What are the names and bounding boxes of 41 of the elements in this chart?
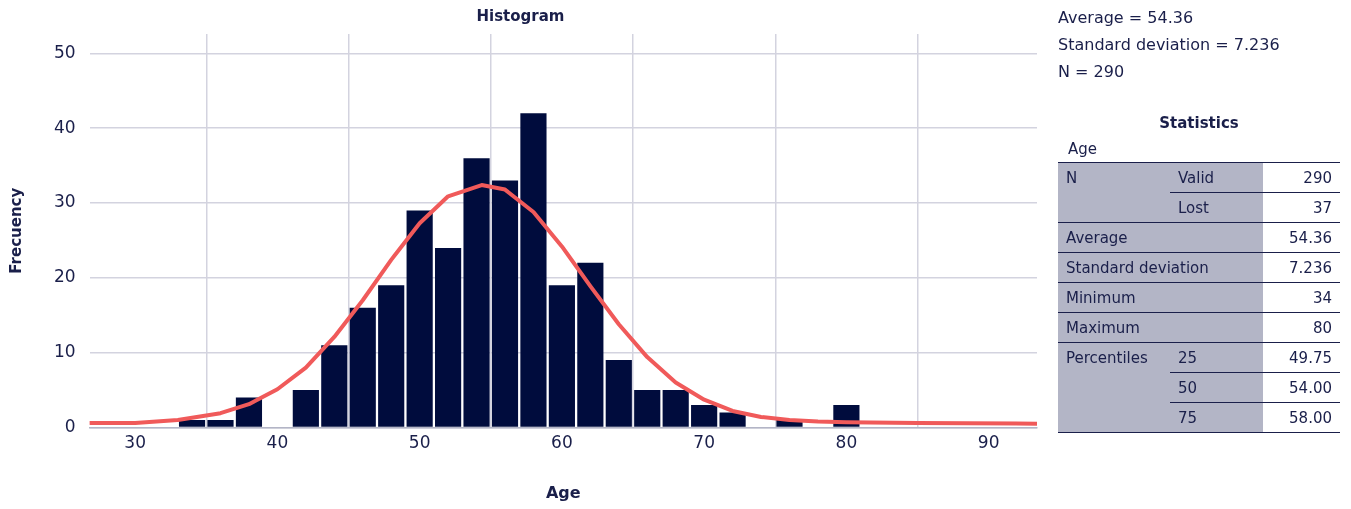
x-tick-label: 30 [124, 432, 146, 453]
text: 54.36 [1263, 222, 1340, 253]
text: 50 [1170, 372, 1263, 403]
y-tick-label: 0 [64, 415, 76, 436]
text: Standard deviation [1058, 252, 1263, 283]
text: 49.75 [1263, 342, 1340, 373]
text: Maximum [1058, 312, 1263, 343]
x-tick-label: 60 [551, 432, 573, 453]
y-tick-label: 50 [53, 41, 76, 62]
text: Average [1058, 222, 1263, 253]
text: 80 [1263, 312, 1340, 343]
text: Percentiles [1058, 342, 1170, 373]
text: Statistics [1158, 113, 1240, 134]
text: Age [1067, 139, 1098, 160]
x-tick-label: 90 [977, 432, 1000, 453]
text: N = 290 [1058, 61, 1126, 83]
x-tick-label: 80 [835, 432, 858, 453]
y-tick-label: 30 [53, 191, 76, 212]
text: 54.00 [1263, 372, 1340, 403]
text: Valid [1170, 162, 1263, 193]
text: Standard deviation = 7.236 [1058, 34, 1280, 56]
y-tick-label: 10 [53, 341, 76, 362]
x-axis-title: Age [545, 482, 581, 502]
y-tick-label: 20 [53, 266, 76, 287]
text: 58.00 [1263, 402, 1340, 433]
y-tick-label: 40 [53, 116, 76, 137]
chart-title: Histogram [476, 6, 565, 25]
text: 7.236 [1263, 252, 1340, 283]
y-axis-title: Frecuency [6, 187, 25, 274]
x-tick-label: 40 [266, 432, 289, 453]
text: Lost [1170, 192, 1263, 223]
text: 75 [1170, 402, 1263, 433]
text: 34 [1263, 282, 1340, 313]
text: Average = 54.36 [1058, 7, 1195, 29]
text: N [1058, 162, 1170, 193]
x-tick-label: 50 [408, 432, 431, 453]
text: 37 [1263, 192, 1340, 223]
text: 25 [1170, 342, 1263, 373]
x-tick-label: 70 [693, 432, 715, 453]
text: 290 [1263, 162, 1340, 193]
text: Minimum [1058, 282, 1263, 313]
